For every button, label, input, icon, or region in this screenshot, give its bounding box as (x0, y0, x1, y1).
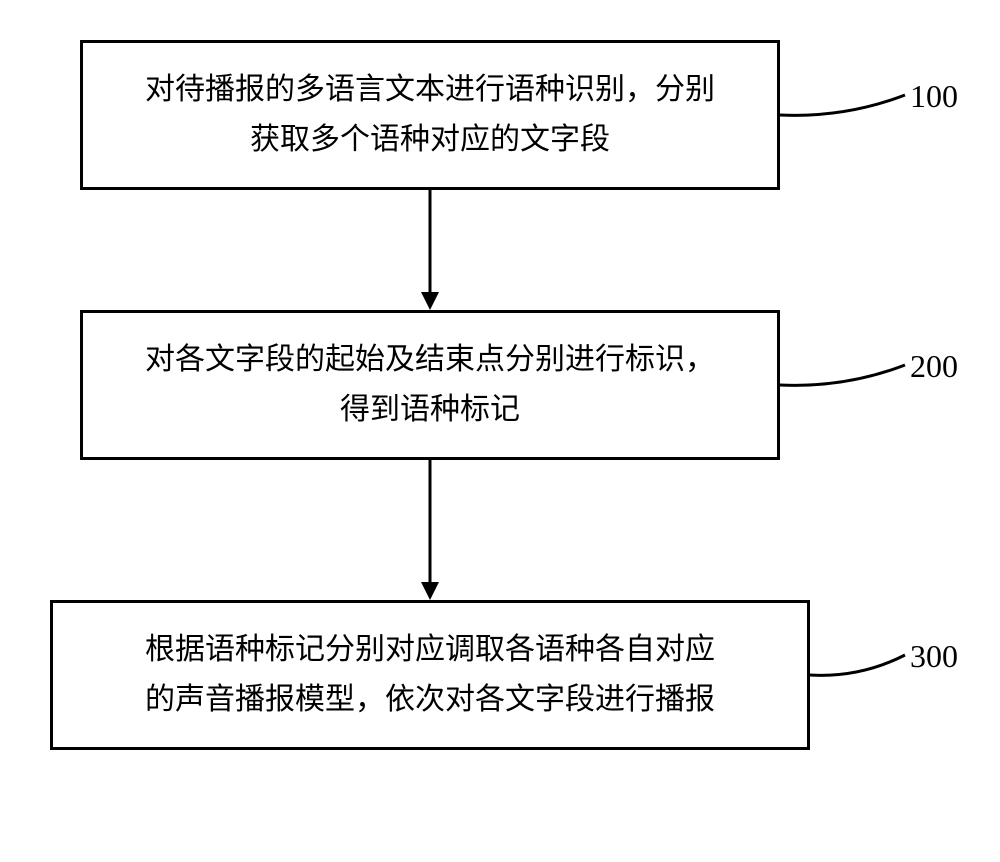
flowchart-canvas: 对待播报的多语言文本进行语种识别，分别 获取多个语种对应的文字段 100 对各文… (0, 0, 1000, 862)
label-300: 300 (910, 638, 958, 675)
label-100: 100 (910, 78, 958, 115)
flow-step-200: 对各文字段的起始及结束点分别进行标识， 得到语种标记 (80, 310, 780, 460)
step-200-line2: 得到语种标记 (340, 385, 520, 435)
step-200-line1: 对各文字段的起始及结束点分别进行标识， (145, 335, 715, 385)
step-100-line2: 获取多个语种对应的文字段 (250, 115, 610, 165)
step-100-line1: 对待播报的多语言文本进行语种识别，分别 (145, 65, 715, 115)
flow-step-300: 根据语种标记分别对应调取各语种各自对应 的声音播报模型，依次对各文字段进行播报 (50, 600, 810, 750)
label-200: 200 (910, 348, 958, 385)
step-300-line2: 的声音播报模型，依次对各文字段进行播报 (145, 675, 715, 725)
flow-step-100: 对待播报的多语言文本进行语种识别，分别 获取多个语种对应的文字段 (80, 40, 780, 190)
step-300-line1: 根据语种标记分别对应调取各语种各自对应 (145, 625, 715, 675)
